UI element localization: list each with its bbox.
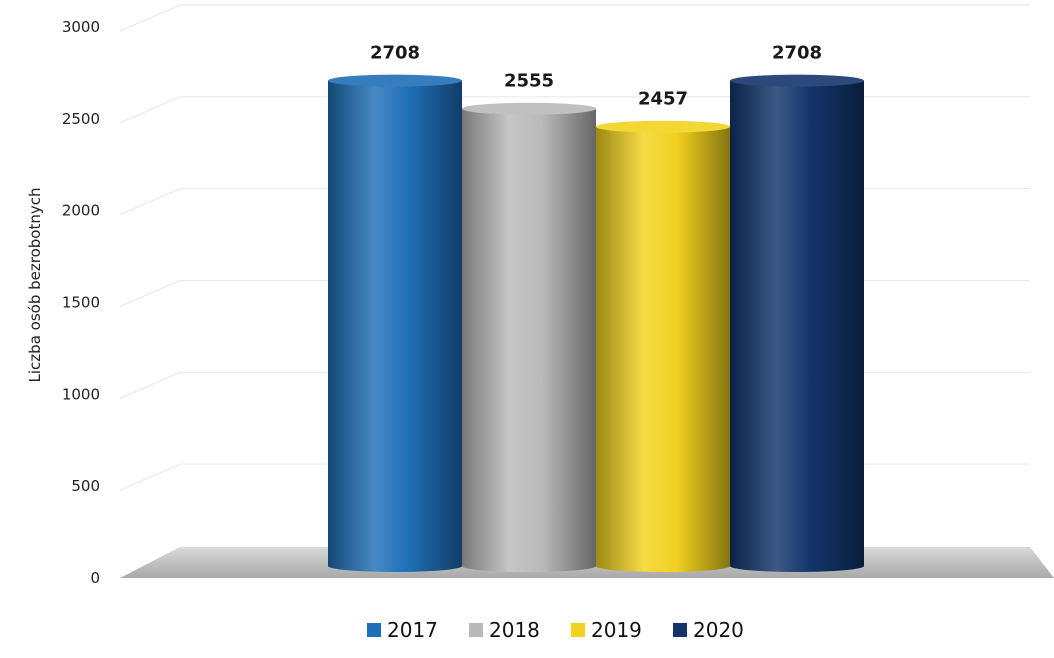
bar-body [596,126,730,572]
legend-swatch [673,623,687,637]
gridline-slant [119,188,181,216]
legend-swatch [571,623,585,637]
gridline-slant [119,463,181,491]
bar-body [328,80,462,572]
bar-2019 [596,120,730,572]
legend-swatch [469,623,483,637]
gridline-slant [119,4,181,32]
gridline-slant [119,371,181,399]
legend-label: 2019 [591,618,642,642]
legend-label: 2020 [693,618,744,642]
bar-body [462,108,596,573]
bar-body [730,80,864,572]
y-tick-label: 2000 [62,202,100,220]
legend-label: 2017 [387,618,438,642]
bar-2017 [328,74,462,572]
legend-label: 2018 [489,618,540,642]
legend-item-2018: 2018 [469,618,540,642]
y-tick-label: 2500 [62,110,100,128]
y-tick-label: 1000 [62,385,100,403]
legend-swatch [367,623,381,637]
bar-top [462,102,596,115]
y-tick-label: 1500 [62,294,100,312]
legend-item-2017: 2017 [367,618,438,642]
bar-top [328,74,462,87]
data-label-2020: 2708 [772,43,822,64]
legend: 2017 2018 2019 2020 [367,618,744,642]
gridline-slant [119,280,181,307]
bar-2018 [462,102,596,573]
legend-item-2020: 2020 [673,618,744,642]
data-labels: 2708 2555 2457 2708 [370,43,822,110]
bars [328,74,864,573]
data-label-2017: 2708 [370,43,420,64]
legend-item-2019: 2019 [571,618,642,642]
bar-2020 [730,74,864,572]
data-label-2018: 2555 [504,71,554,92]
y-axis: 0 500 1000 1500 2000 2500 3000 [62,18,100,587]
y-tick-label: 3000 [62,18,100,36]
bar-top [730,74,864,87]
y-axis-title: Liczba osób bezrobotnych [26,188,44,383]
y-tick-label: 500 [71,477,100,495]
y-tick-label: 0 [90,569,100,587]
bar-top [596,120,730,133]
data-label-2019: 2457 [638,89,688,110]
gridline-slant [119,96,181,124]
